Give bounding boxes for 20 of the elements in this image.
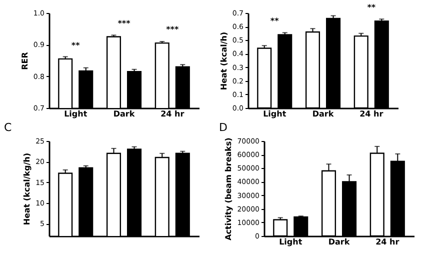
x-tick-label: Light — [64, 110, 88, 118]
x-tick-label: 24 hr — [360, 110, 384, 118]
y-axis-title: Heat (kcal/kg/h) — [22, 152, 32, 226]
y-axis-title: Heat (kcal/h) — [219, 32, 228, 90]
x-tick-label: 24 hr — [376, 238, 400, 246]
x-tick-label: Light — [279, 238, 302, 246]
annotation: *** — [166, 25, 180, 34]
x-tick-label: Dark — [312, 110, 334, 118]
x-tick-label: Light — [263, 110, 286, 118]
x-tick-label: Dark — [113, 110, 136, 118]
x-tick-label: Dark — [328, 238, 350, 246]
y-axis-title: Activity (beam breaks) — [224, 138, 234, 240]
x-tick-label: 24 hr — [160, 110, 184, 118]
annotation: ** — [367, 3, 376, 12]
annotation: ** — [71, 40, 81, 50]
y-axis-title: RER — [20, 52, 30, 70]
annotation: *** — [118, 18, 132, 28]
annotation: ** — [270, 16, 280, 26]
chart-title: C — [4, 121, 12, 134]
chart-title: D — [219, 121, 228, 134]
